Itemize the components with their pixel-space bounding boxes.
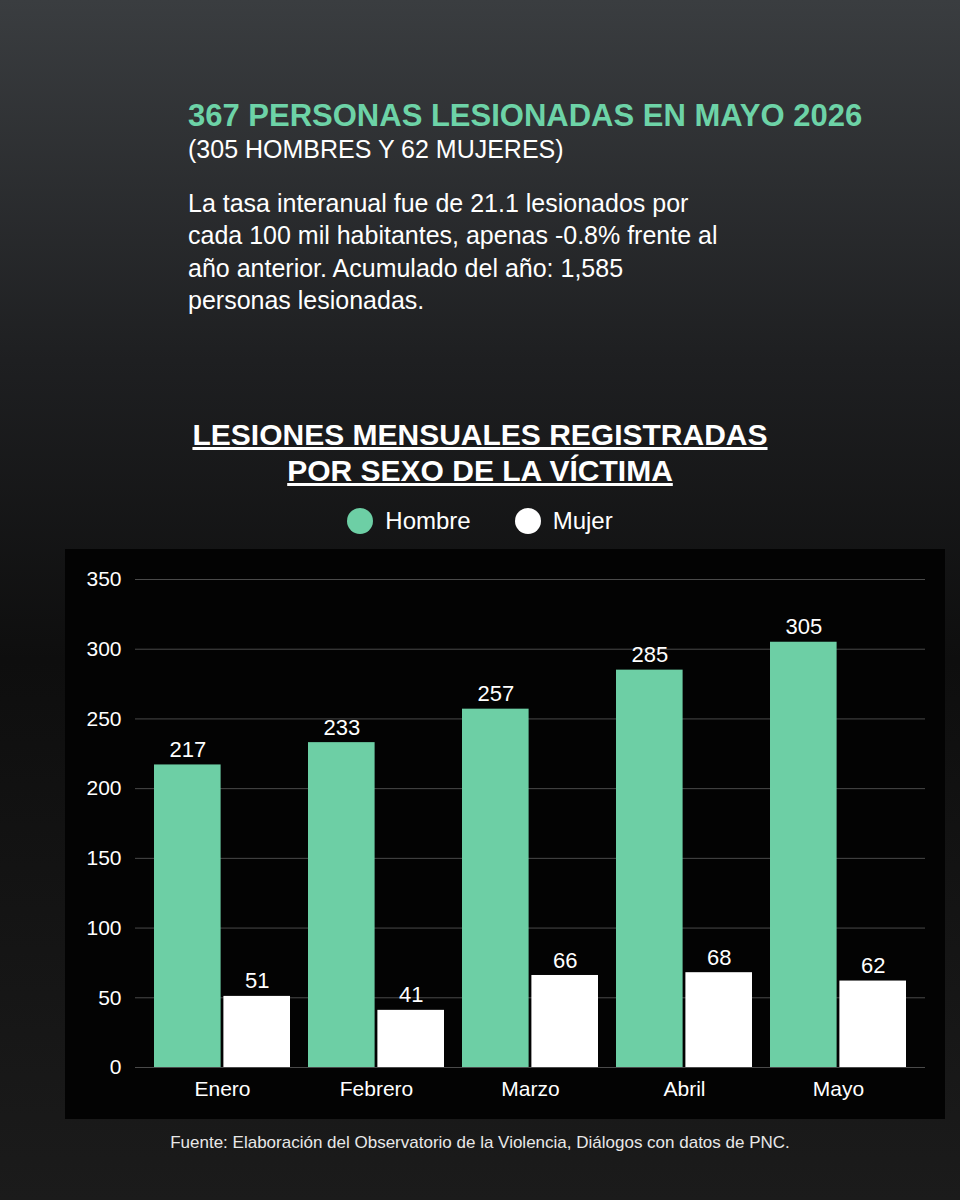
html-text:LESIONES MENSUALES REGISTRADAS: LESIONES MENSUALES REGISTRADAS POR SEXO … (192, 417, 768, 487)
svg-text:305: 305 (785, 614, 822, 639)
svg-text:66: 66 (553, 947, 577, 972)
svg-text:50: 50 (98, 985, 121, 1008)
svg-text:250: 250 (86, 707, 121, 730)
svg-text:41: 41 (399, 982, 423, 1007)
svg-text:285: 285 (631, 642, 668, 667)
svg-text:Febrero: Febrero (340, 1077, 414, 1100)
svg-text:62: 62 (861, 953, 885, 978)
svg-text:Abril: Abril (663, 1077, 705, 1100)
svg-text:350: 350 (86, 567, 121, 590)
svg-text:100: 100 (86, 916, 121, 939)
svg-text:217: 217 (169, 737, 206, 762)
svg-text:300: 300 (86, 637, 121, 660)
svg-text:0: 0 (110, 1055, 122, 1078)
svg-text:150: 150 (86, 846, 121, 869)
html-text:La tasa interanual fue de 21.1: La tasa interanual fue de 21.1 lesionado… (188, 188, 718, 315)
svg-text:200: 200 (86, 776, 121, 799)
svg-text:Marzo: Marzo (501, 1077, 559, 1100)
html-text:Hombre: Hombre (385, 506, 471, 534)
svg-text:68: 68 (707, 945, 731, 970)
html-text:Mujer: Mujer (552, 506, 613, 534)
svg-text:257: 257 (477, 681, 514, 706)
svg-text:233: 233 (323, 715, 360, 740)
svg-text:51: 51 (245, 968, 269, 993)
svg-text:Enero: Enero (194, 1077, 250, 1100)
html-text:Fuente: Elaboración del Observ: Fuente: Elaboración del Observatorio de … (170, 1132, 790, 1152)
html-text:(305 HOMBRES Y 62 MUJERES): (305 HOMBRES Y 62 MUJERES) (188, 134, 564, 163)
svg-text:Mayo: Mayo (813, 1077, 864, 1100)
html-text:367 PERSONAS LESIONADAS EN MAY: 367 PERSONAS LESIONADAS EN MAYO 2026 (188, 98, 863, 133)
